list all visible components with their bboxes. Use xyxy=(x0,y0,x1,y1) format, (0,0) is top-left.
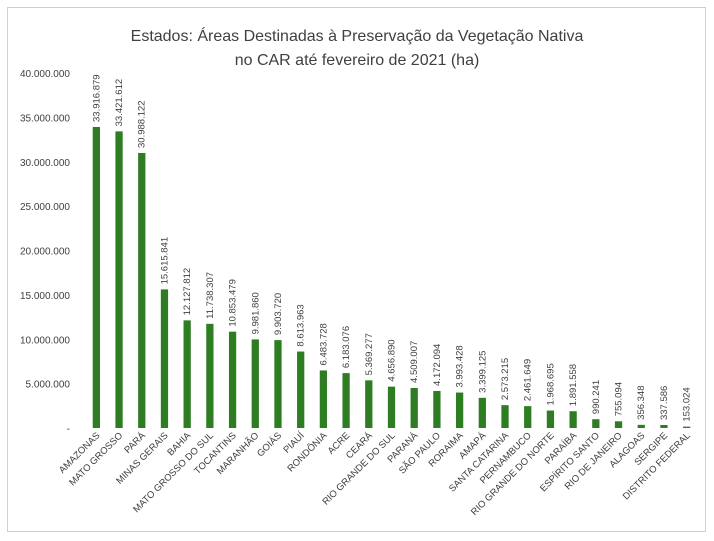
bar xyxy=(115,131,123,429)
data-label: 9.903.720 xyxy=(273,293,284,335)
y-tick-label: 15.000.000 xyxy=(20,291,70,302)
data-label: 8.613.963 xyxy=(296,304,307,346)
data-label: 9.981.860 xyxy=(250,292,261,334)
bar xyxy=(683,426,691,428)
y-tick-label: - xyxy=(67,424,70,435)
y-tick-label: 25.000.000 xyxy=(20,202,70,213)
data-label: 30.988.122 xyxy=(137,100,148,148)
bar xyxy=(274,340,282,428)
data-label: 153.024 xyxy=(682,387,693,421)
data-label: 2.573.215 xyxy=(500,358,511,400)
bar xyxy=(410,387,418,428)
data-label: 1.891.558 xyxy=(568,364,579,406)
bar xyxy=(501,405,509,428)
bar xyxy=(433,390,441,428)
data-label: 33.421.612 xyxy=(114,79,125,127)
data-label: 4.509.007 xyxy=(409,341,420,383)
y-tick-label: 20.000.000 xyxy=(20,247,70,258)
bar xyxy=(455,392,464,428)
y-tick-label: 5.000.000 xyxy=(26,380,71,391)
bar xyxy=(614,421,623,428)
bar xyxy=(228,331,237,428)
bar-chart: Estados: Áreas Destinadas à Preservação … xyxy=(20,26,693,518)
y-tick-label: 35.000.000 xyxy=(20,113,70,124)
data-label: 1.968.695 xyxy=(545,363,556,405)
data-label: 10.853.479 xyxy=(228,279,239,327)
data-label: 12.127.812 xyxy=(182,268,193,316)
data-label: 3.399.125 xyxy=(477,351,488,393)
bar xyxy=(660,425,668,428)
bar xyxy=(637,424,645,428)
bar xyxy=(569,411,577,428)
data-label: 990.241 xyxy=(591,380,602,414)
bar xyxy=(365,380,373,428)
data-label: 15.615.841 xyxy=(159,237,170,285)
bar xyxy=(478,397,486,428)
data-label: 3.993.428 xyxy=(455,345,466,387)
bar xyxy=(251,339,259,428)
chart-title: Estados: Áreas Destinadas à Preservação … xyxy=(131,26,584,45)
bar xyxy=(546,410,555,428)
bar xyxy=(206,323,214,428)
bar xyxy=(319,370,328,428)
data-label: 4.172.094 xyxy=(432,344,443,386)
bar xyxy=(592,419,600,428)
y-tick-label: 10.000.000 xyxy=(20,335,70,346)
bar xyxy=(183,320,191,428)
data-label: 5.369.277 xyxy=(364,333,375,375)
data-labels: 33.916.879 33.421.612 30.988.122 15.615.841… xyxy=(91,74,692,421)
bar xyxy=(160,289,169,428)
bar xyxy=(92,126,100,428)
data-label: 6.483.728 xyxy=(318,323,329,365)
bar xyxy=(342,373,350,428)
y-tick-label: 30.000.000 xyxy=(20,158,70,169)
y-axis: - 5.000.000 10.000.000 15.000.000 20.000.000… xyxy=(20,69,70,435)
chart-frame: Estados: Áreas Destinadas à Preservação … xyxy=(7,7,706,532)
data-label: 755.094 xyxy=(614,382,625,416)
bar xyxy=(297,351,305,428)
bar xyxy=(387,386,396,428)
chart-subtitle: no CAR até fevereiro de 2021 (ha) xyxy=(235,52,480,69)
data-label: 11.738.307 xyxy=(205,272,216,319)
data-label: 33.916.879 xyxy=(91,74,102,122)
bars xyxy=(92,126,691,429)
x-tick-label: GOIÁS xyxy=(255,430,284,459)
data-label: 356.348 xyxy=(636,385,647,419)
y-tick-label: 40.000.000 xyxy=(20,69,70,80)
data-label: 4.656.890 xyxy=(387,339,398,381)
data-label: 2.461.649 xyxy=(523,359,534,401)
bar xyxy=(524,406,532,428)
bar xyxy=(138,152,146,429)
data-label: 6.183.076 xyxy=(341,326,352,368)
data-label: 337.586 xyxy=(659,386,670,420)
